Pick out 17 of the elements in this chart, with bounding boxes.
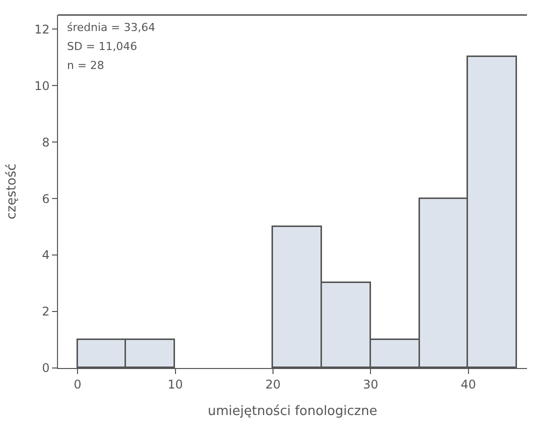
x-tick-label: 40 <box>460 377 476 392</box>
y-tick-label: 0 <box>42 361 50 376</box>
x-tick-label: 0 <box>74 377 82 392</box>
y-tick-label: 10 <box>34 78 50 93</box>
y-tick-label: 2 <box>42 304 50 319</box>
y-tick-label: 12 <box>34 22 50 36</box>
y-axis-title: częstość <box>4 164 20 220</box>
x-axis-title: umiejętności fonologiczne <box>208 404 378 419</box>
y-tick-label: 6 <box>42 192 50 206</box>
annotation: n = 28 <box>67 59 104 72</box>
y-tick-label: 8 <box>42 135 50 150</box>
annotation: SD = 11,046 <box>67 40 138 53</box>
x-tick-label: 20 <box>265 377 281 392</box>
y-tick-label: 4 <box>42 248 50 262</box>
annotation: średnia = 33,64 <box>67 21 156 34</box>
x-tick-label: 30 <box>363 377 378 392</box>
x-tick-label: 10 <box>168 377 183 392</box>
